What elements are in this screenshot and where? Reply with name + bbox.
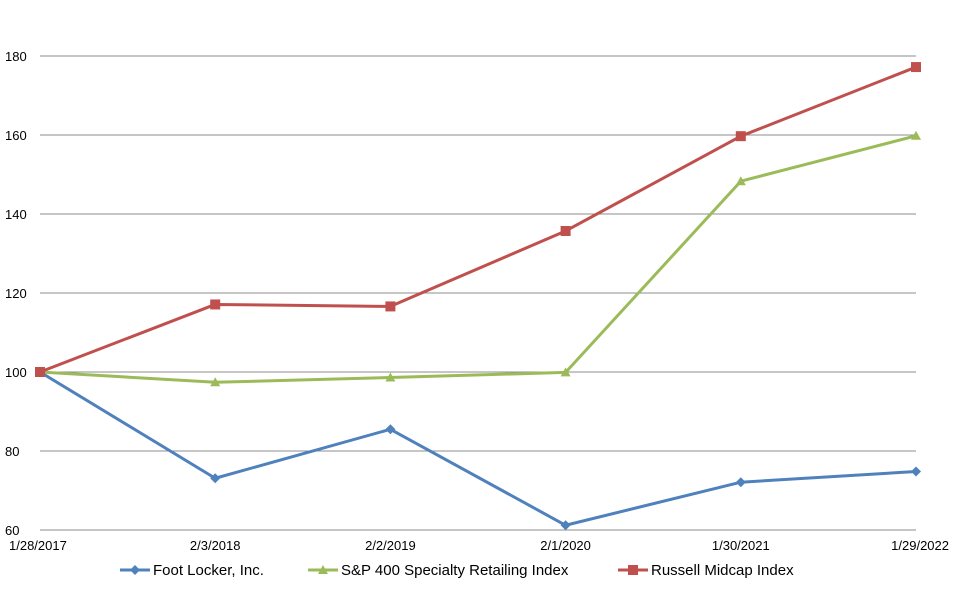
triangle-marker — [318, 565, 328, 574]
diamond-marker — [911, 466, 921, 477]
triangle-marker — [735, 176, 746, 186]
series-line — [39, 370, 917, 527]
x-tick-label: 2/3/2018 — [190, 538, 241, 553]
square-marker — [735, 131, 746, 142]
legend-item: Foot Locker, Inc. — [120, 562, 264, 579]
legend-label: Foot Locker, Inc. — [153, 562, 264, 579]
y-tick-label: 60 — [5, 523, 19, 538]
x-tick-label: 2/2/2019 — [365, 538, 416, 553]
diamond-marker — [210, 473, 221, 484]
diamond-marker — [385, 424, 396, 435]
gridlines — [40, 55, 916, 452]
x-tick-label: 1/29/2022 — [891, 538, 949, 553]
series-line — [39, 134, 917, 384]
legend-label: S&P 400 Specialty Retailing Index — [341, 562, 569, 579]
y-tick-label: 180 — [5, 49, 27, 64]
square-marker — [628, 565, 638, 575]
y-tick-label: 140 — [5, 207, 27, 222]
square-marker — [35, 367, 45, 377]
y-tick-label: 120 — [5, 286, 27, 301]
diamond-marker — [735, 477, 746, 488]
series-1 — [35, 130, 921, 387]
diamond-marker — [130, 565, 140, 575]
y-tick-label: 80 — [5, 444, 19, 459]
x-tick-label: 1/28/2017 — [9, 538, 67, 553]
square-marker — [385, 301, 396, 312]
triangle-marker — [911, 130, 921, 140]
y-tick-label: 100 — [5, 365, 27, 380]
diamond-marker — [560, 520, 571, 531]
square-marker — [210, 299, 221, 310]
square-marker — [560, 225, 571, 236]
series-0 — [35, 367, 921, 531]
x-tick-label: 1/30/2021 — [712, 538, 770, 553]
series-2 — [35, 62, 921, 377]
legend-item: Russell Midcap Index — [618, 562, 794, 579]
square-marker — [911, 62, 921, 73]
legend-label: Russell Midcap Index — [651, 562, 794, 579]
series-lines — [35, 62, 921, 531]
y-tick-label: 160 — [5, 128, 27, 143]
triangle-marker — [385, 372, 396, 382]
series-line — [39, 65, 917, 374]
x-tick-label: 2/1/2020 — [540, 538, 591, 553]
legend-item: S&P 400 Specialty Retailing Index — [308, 562, 569, 579]
axes: 60 80 100 120 140 160 180 1/28/2017 2/3/2018 2/2/… — [5, 49, 949, 553]
triangle-marker — [560, 367, 571, 377]
triangle-marker — [210, 377, 221, 387]
legend: Foot Locker, Inc. S&P 400 Specialty Retai… — [120, 562, 794, 579]
